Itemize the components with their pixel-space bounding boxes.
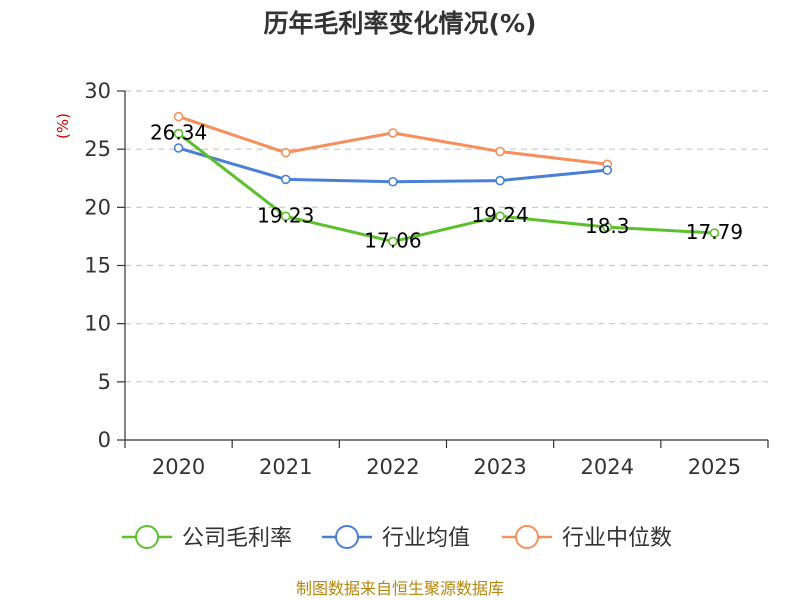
data-labels: 26.34 19.23 17.06 19.24 18.3 17.79 (150, 121, 743, 253)
legend-marker-0 (135, 525, 159, 549)
gridlines (125, 90, 768, 383)
data-point (280, 147, 291, 158)
x-tick-label: 2020 (152, 455, 205, 479)
y-tick-label: 5 (98, 370, 111, 394)
data-point (602, 222, 613, 232)
data-point (602, 165, 613, 175)
x-tick-label: 2025 (688, 455, 741, 479)
data-point (709, 228, 720, 238)
series-line-0 (177, 132, 715, 244)
y-tick-label: 20 (84, 195, 111, 219)
x-tick-label: 2024 (581, 455, 634, 479)
chart-title: 历年毛利率变化情况(%) (264, 9, 537, 38)
legend-label: 公司毛利率 (182, 526, 292, 551)
data-label: 18.3 (585, 214, 630, 238)
x-tick-label: 2021 (259, 455, 312, 479)
data-point (495, 175, 505, 186)
x-tick-label: 2022 (366, 455, 419, 479)
legend-label: 行业均值 (382, 526, 470, 551)
y-tick-label: 25 (84, 137, 111, 161)
data-point (280, 174, 291, 185)
data-point (495, 211, 505, 221)
data-label: 17.79 (686, 220, 743, 244)
legend: 公司毛利率 行业均值 行业中位数 (122, 525, 672, 551)
data-point (388, 236, 398, 247)
y-axis-unit: (%) (54, 113, 72, 139)
source-note: 制图数据来自恒生聚源数据库 (296, 579, 504, 598)
y-tick-label: 30 (84, 79, 111, 103)
data-label: 19.24 (471, 203, 528, 227)
legend-marker-2 (515, 525, 539, 549)
legend-marker-1 (335, 525, 359, 549)
x-tick-label: 2023 (473, 455, 526, 479)
data-point (173, 128, 184, 139)
series-group (173, 111, 720, 247)
data-point (173, 143, 184, 153)
data-point (280, 211, 291, 222)
data-label: 17.06 (364, 229, 421, 253)
legend-label: 行业中位数 (562, 526, 672, 551)
data-label: 19.23 (257, 203, 314, 227)
data-label: 26.34 (150, 121, 207, 145)
data-point (388, 128, 398, 138)
data-point (495, 146, 505, 157)
data-point (388, 176, 398, 187)
y-tick-label: 0 (98, 428, 111, 452)
y-tick-label: 15 (84, 254, 111, 278)
data-point (173, 111, 184, 122)
y-tick-label: 10 (84, 312, 111, 336)
series-line-2 (178, 115, 608, 166)
series-line-1 (178, 146, 608, 184)
